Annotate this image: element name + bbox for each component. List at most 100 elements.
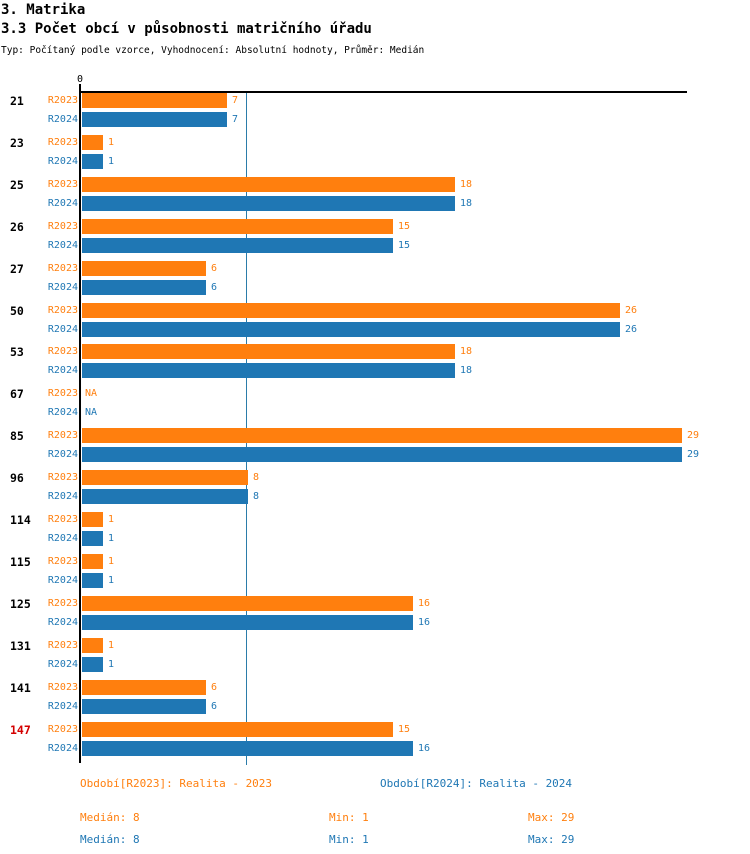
series-label-r2024: R2024 [47,533,78,544]
report-title: 3. Matrika [1,2,86,18]
x-axis-line [79,91,687,93]
bar-r2024 [82,699,206,714]
bar-value-label: 16 [418,617,431,628]
series-label-r2023: R2023 [47,388,78,399]
bar-r2023 [82,428,682,443]
bar-r2023 [82,303,620,318]
bar-r2023 [82,219,393,234]
bar-r2024 [82,489,248,504]
series-label-r2023: R2023 [47,682,78,693]
bar-r2024 [82,657,103,672]
category-label: 125 [10,597,31,611]
stat-median-r2024: Medián: 8 [80,833,140,846]
stat-max-r2023: Max: 29 [528,811,575,824]
bar-r2023 [82,554,103,569]
category-label: 115 [10,555,31,569]
series-label-r2024: R2024 [47,365,78,376]
bar-r2024 [82,573,103,588]
series-label-r2024: R2024 [47,449,78,460]
bar-value-label: 26 [625,324,638,335]
category-label: 114 [10,513,31,527]
stat-median-r2023: Medián: 8 [80,811,140,824]
series-label-r2023: R2023 [47,305,78,316]
category-label: 141 [10,681,31,695]
bar-r2024 [82,363,455,378]
series-label-r2024: R2024 [47,114,78,125]
category-label: 131 [10,639,31,653]
series-label-r2024: R2024 [47,617,78,628]
bar-value-label: 1 [108,556,115,567]
series-label-r2023: R2023 [47,221,78,232]
bar-r2024 [82,196,455,211]
bar-value-label: 18 [460,179,473,190]
bar-value-label: 7 [232,114,239,125]
bar-r2024 [82,238,393,253]
bar-r2024 [82,531,103,546]
series-label-r2023: R2023 [47,598,78,609]
series-label-r2024: R2024 [47,701,78,712]
stat-min-r2023: Min: 1 [329,811,369,824]
category-label: 67 [10,387,24,401]
category-label: 96 [10,471,24,485]
series-label-r2024: R2024 [47,743,78,754]
series-label-r2023: R2023 [47,137,78,148]
category-label: 147 [10,723,31,737]
bar-value-label: 6 [211,263,218,274]
x-axis-zero-tick-label: 0 [77,74,84,85]
bar-r2024 [82,280,206,295]
bar-r2024 [82,447,682,462]
series-label-r2024: R2024 [47,491,78,502]
bar-r2023 [82,512,103,527]
bar-value-label: 8 [253,472,260,483]
series-label-r2023: R2023 [47,430,78,441]
bar-value-label: 1 [108,137,115,148]
category-label: 21 [10,94,24,108]
series-label-r2024: R2024 [47,282,78,293]
series-label-r2023: R2023 [47,263,78,274]
bar-value-label: 6 [211,701,218,712]
bar-value-label: 1 [108,533,115,544]
category-label: 26 [10,220,24,234]
series-label-r2023: R2023 [47,95,78,106]
series-label-r2023: R2023 [47,724,78,735]
series-label-r2023: R2023 [47,556,78,567]
bar-r2024 [82,112,227,127]
series-label-r2024: R2024 [47,240,78,251]
bar-value-label: 1 [108,156,115,167]
category-label: 25 [10,178,24,192]
bar-value-label: 18 [460,365,473,376]
bar-r2023 [82,680,206,695]
chart-meta-line: Typ: Počítaný podle vzorce, Vyhodnocení:… [1,45,425,56]
series-label-r2024: R2024 [47,198,78,209]
bar-value-label: 26 [625,305,638,316]
series-label-r2024: R2024 [47,156,78,167]
series-label-r2024: R2024 [47,324,78,335]
category-label: 23 [10,136,24,150]
series-label-r2023: R2023 [47,346,78,357]
bar-r2023 [82,261,206,276]
series-label-r2023: R2023 [47,179,78,190]
bar-value-label: 1 [108,575,115,586]
category-label: 27 [10,262,24,276]
bar-value-label: 18 [460,198,473,209]
bar-value-label: 16 [418,743,431,754]
bar-value-label: 29 [687,430,700,441]
category-label: 85 [10,429,24,443]
bar-r2024 [82,154,103,169]
bar-value-label: 8 [253,491,260,502]
y-axis-line [79,84,81,763]
series-label-r2024: R2024 [47,659,78,670]
series-label-r2024: R2024 [47,575,78,586]
series-label-r2024: R2024 [47,407,78,418]
stat-max-r2024: Max: 29 [528,833,575,846]
bar-value-label: 1 [108,659,115,670]
bar-r2023 [82,93,227,108]
bar-value-label: 18 [460,346,473,357]
bar-value-label: 15 [398,240,411,251]
chart-title: 3.3 Počet obcí v působnosti matričního ú… [1,21,372,37]
bar-r2023 [82,344,455,359]
bar-value-label: 16 [418,598,431,609]
bar-value-label: 15 [398,724,411,735]
bar-value-label: 6 [211,282,218,293]
series-label-r2023: R2023 [47,514,78,525]
